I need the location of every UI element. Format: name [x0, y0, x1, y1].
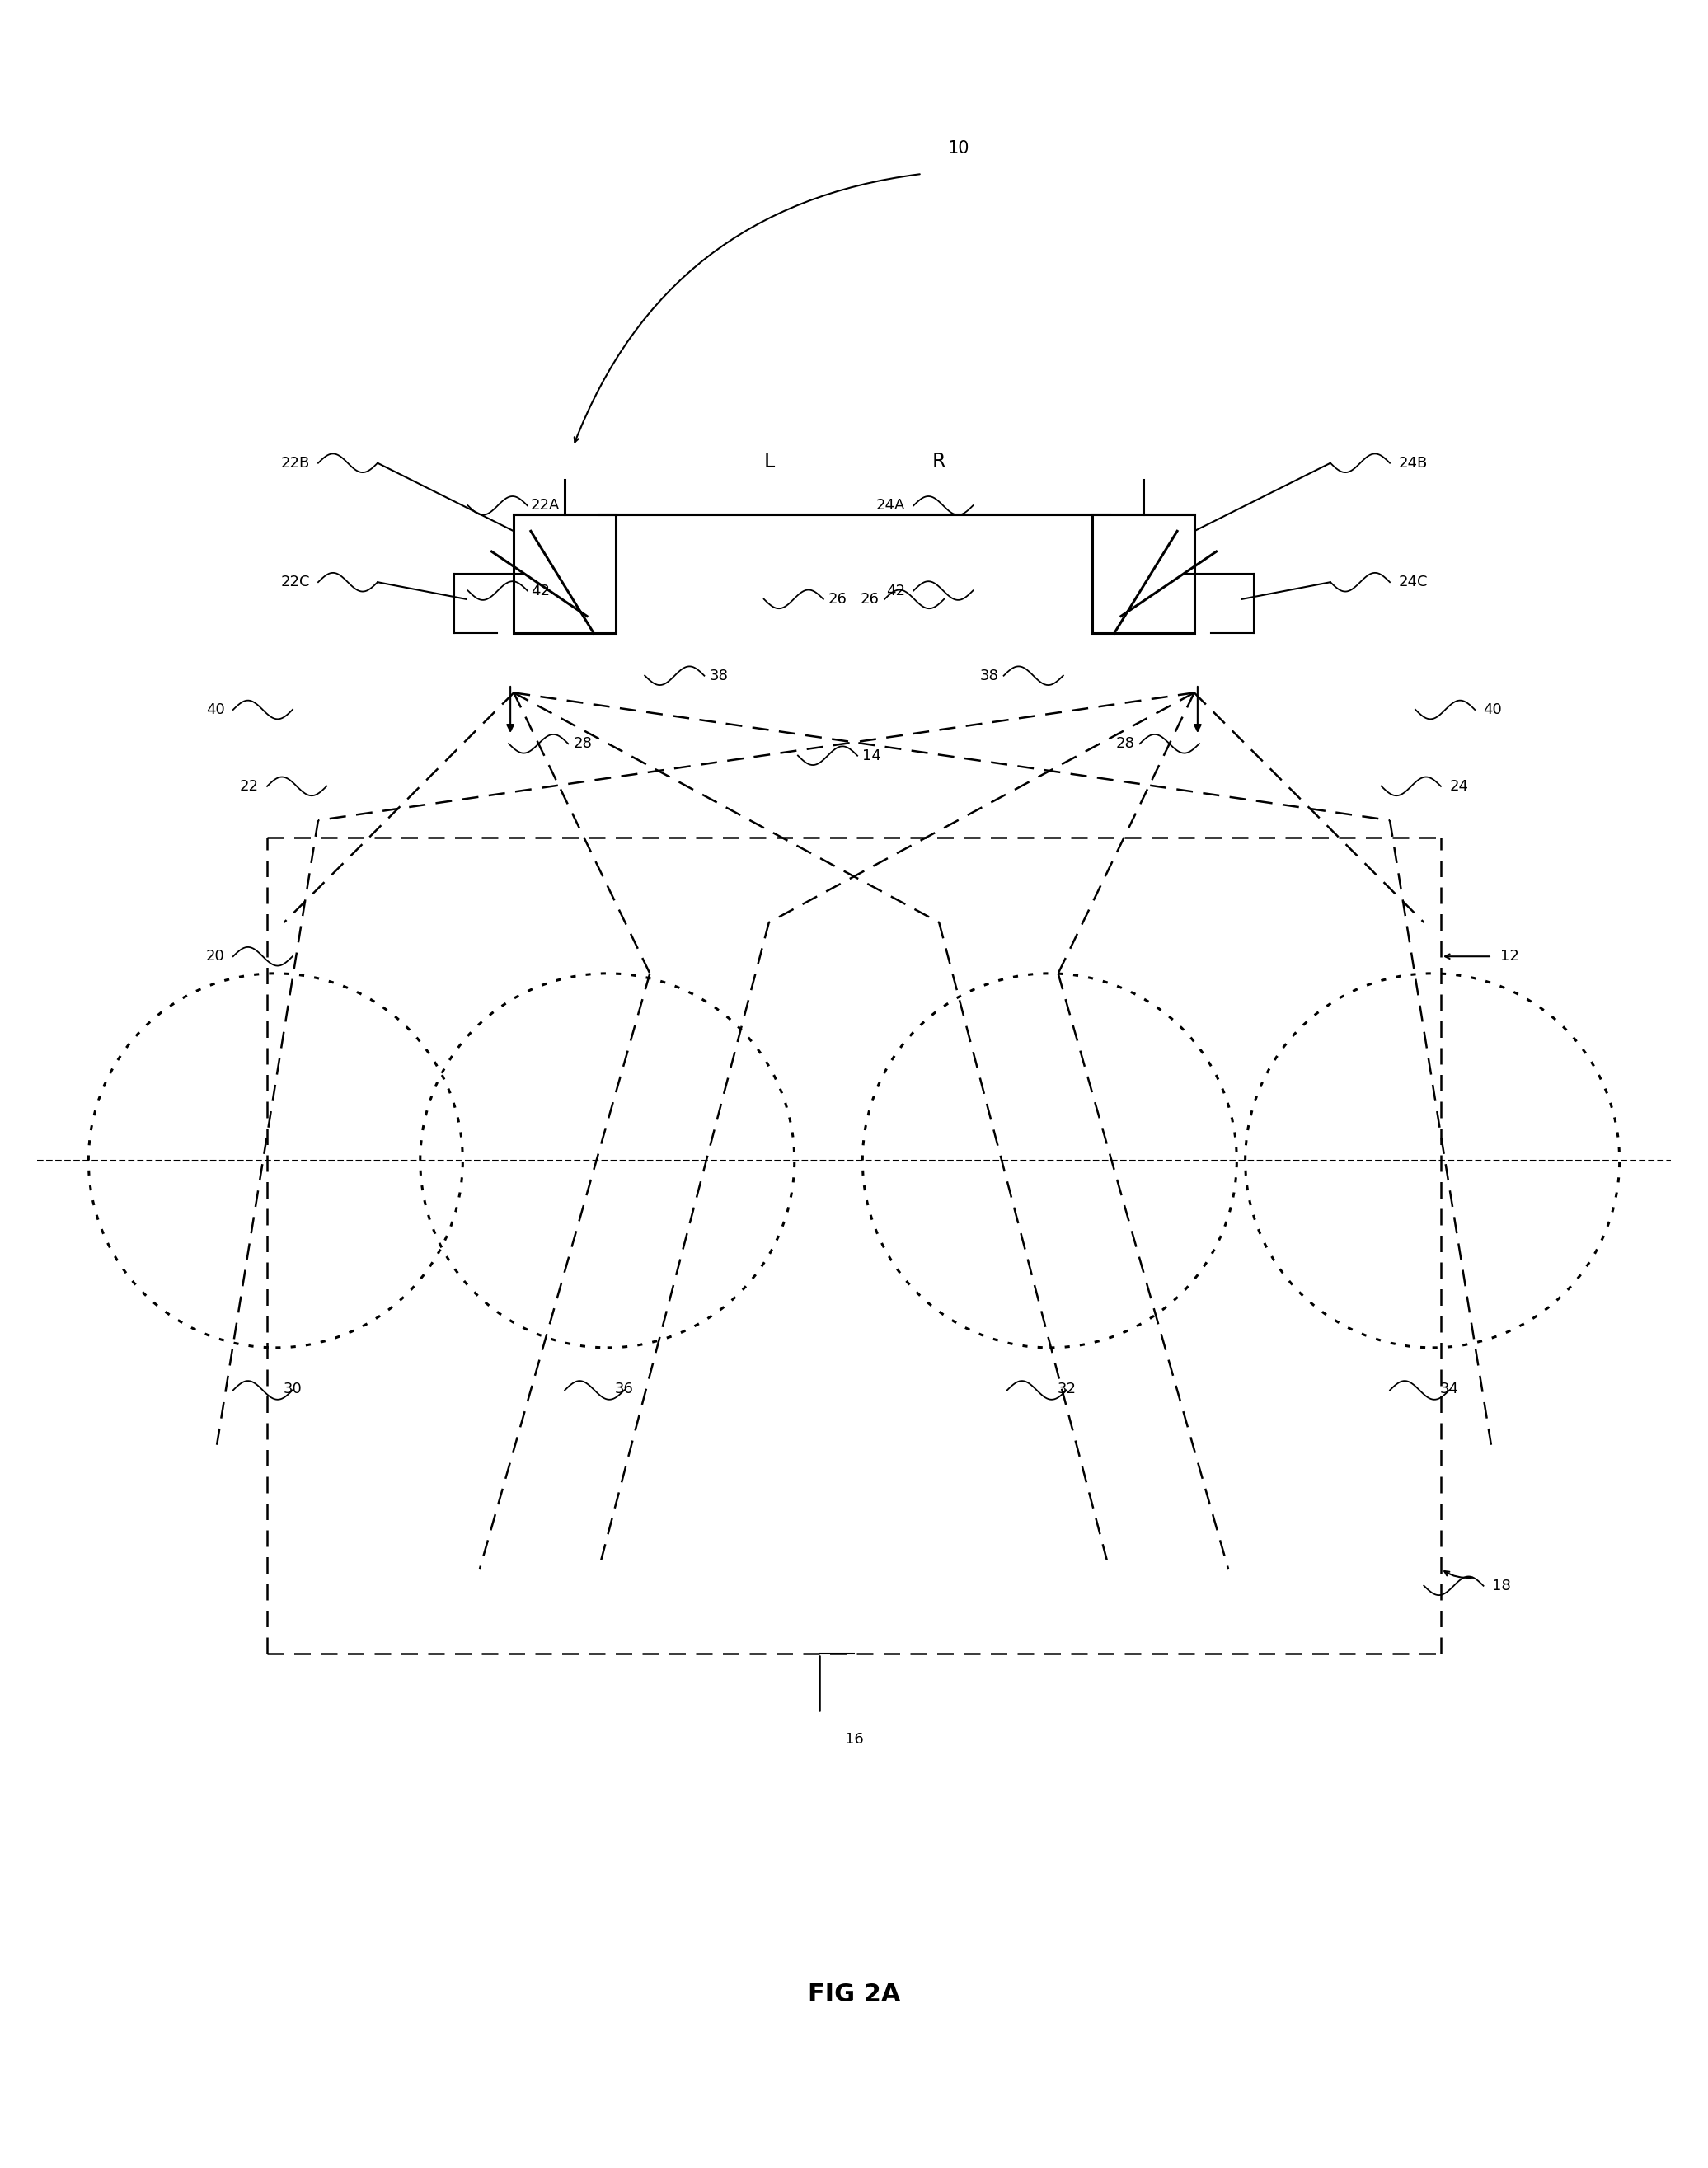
Text: 34: 34 — [1440, 1381, 1459, 1396]
Text: 26: 26 — [828, 592, 847, 607]
Text: 22B: 22B — [280, 455, 309, 470]
Text: R: R — [933, 451, 946, 473]
Text: 30: 30 — [284, 1381, 302, 1396]
Text: FIG 2A: FIG 2A — [808, 1982, 900, 2005]
Text: L: L — [763, 451, 774, 473]
Text: 32: 32 — [1057, 1381, 1076, 1396]
Polygon shape — [514, 514, 617, 633]
Text: 28: 28 — [1115, 737, 1134, 750]
Text: 40: 40 — [1484, 702, 1501, 718]
Polygon shape — [1091, 514, 1194, 633]
Text: 42: 42 — [531, 583, 550, 598]
Text: 22C: 22C — [280, 575, 309, 590]
Text: 24A: 24A — [876, 499, 905, 514]
Text: 12: 12 — [1500, 950, 1520, 965]
Text: 38: 38 — [709, 668, 728, 683]
Text: 24C: 24C — [1399, 575, 1428, 590]
Text: 38: 38 — [980, 668, 999, 683]
Text: 18: 18 — [1491, 1578, 1510, 1593]
Text: 24B: 24B — [1399, 455, 1428, 470]
Text: 22A: 22A — [531, 499, 560, 514]
Text: 42: 42 — [886, 583, 905, 598]
Text: 20: 20 — [207, 950, 224, 965]
Text: 14: 14 — [863, 748, 881, 763]
Text: 40: 40 — [207, 702, 224, 718]
Text: 10: 10 — [948, 141, 970, 156]
Text: 16: 16 — [845, 1732, 863, 1747]
Text: 24: 24 — [1450, 778, 1469, 793]
Text: 26: 26 — [861, 592, 880, 607]
Text: 22: 22 — [239, 778, 258, 793]
Text: 28: 28 — [574, 737, 593, 750]
Text: 36: 36 — [615, 1381, 634, 1396]
